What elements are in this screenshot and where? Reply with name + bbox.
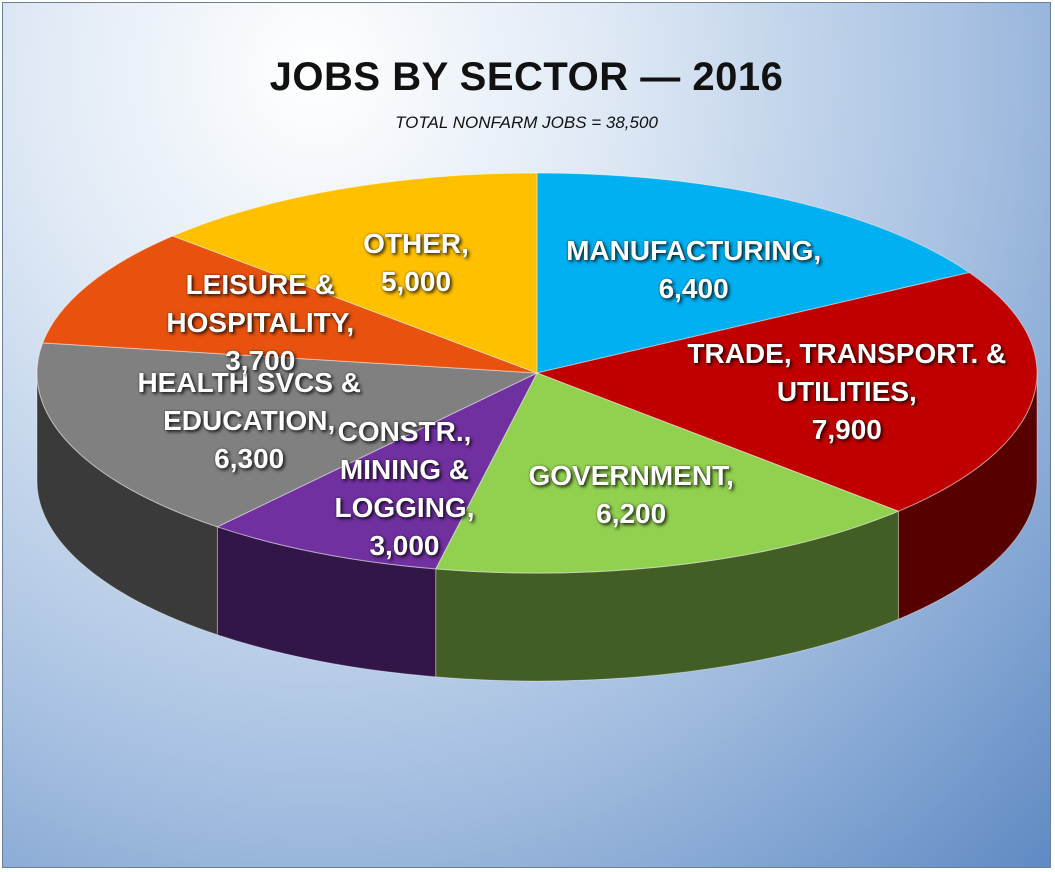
slice-label: LEISURE & HOSPITALITY, 3,700: [166, 266, 354, 380]
slice-label-line: GOVERNMENT,: [528, 457, 733, 495]
slice-label-line: OTHER,: [363, 225, 469, 263]
slice-label: OTHER, 5,000: [363, 225, 469, 301]
slice-label-line: HOSPITALITY,: [166, 304, 354, 342]
slice-label-line: LOGGING,: [334, 489, 474, 527]
slice-label: MANUFACTURING, 6,400: [566, 232, 821, 308]
slice-label-line: 3,700: [166, 342, 354, 380]
slice-label-line: TRADE, TRANSPORT. &: [687, 335, 1006, 373]
slice-label-line: LEISURE &: [166, 266, 354, 304]
slice-label-line: 6,400: [566, 270, 821, 308]
slice-label-line: 5,000: [363, 263, 469, 301]
slice-label: TRADE, TRANSPORT. & UTILITIES, 7,900: [687, 335, 1006, 449]
slice-label-line: EDUCATION,: [137, 402, 361, 440]
slice-label-line: MANUFACTURING,: [566, 232, 821, 270]
slice-label-line: 6,200: [528, 495, 733, 533]
slice-label: HEALTH SVCS & EDUCATION, 6,300: [137, 364, 361, 478]
slice-label: GOVERNMENT, 6,200: [528, 457, 733, 533]
slice-label-line: 7,900: [687, 411, 1006, 449]
slice-label-line: UTILITIES,: [687, 373, 1006, 411]
chart-title: JOBS BY SECTOR — 2016: [3, 55, 1050, 100]
slice-label-line: 3,000: [334, 527, 474, 565]
chart-subtitle: TOTAL NONFARM JOBS = 38,500: [3, 113, 1050, 133]
slice-label-line: 6,300: [137, 440, 361, 478]
